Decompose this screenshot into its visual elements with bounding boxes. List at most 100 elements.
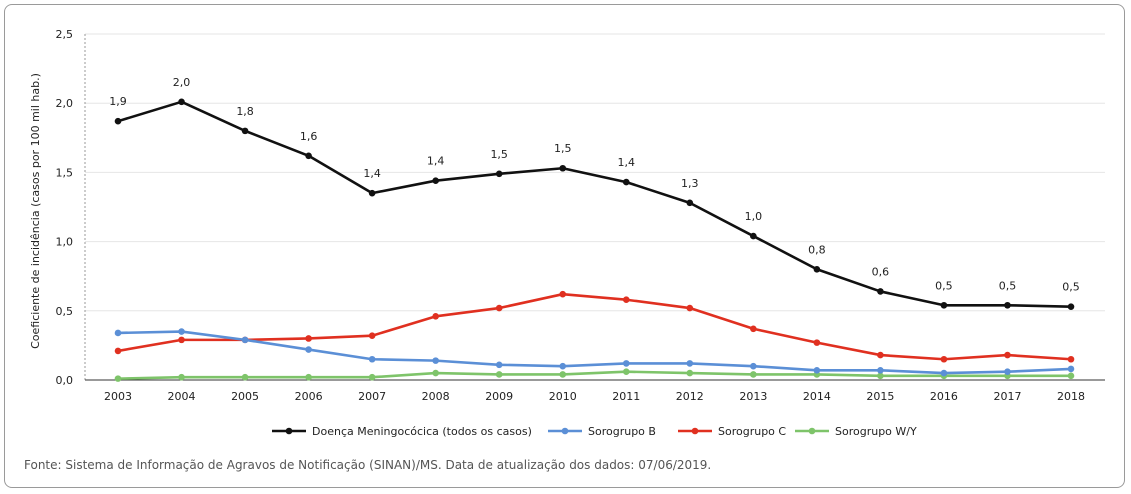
data-point: [686, 360, 694, 367]
series-line: [117, 370, 1071, 380]
data-point: [241, 127, 249, 135]
data-label: 0,5: [935, 279, 953, 292]
chart-frame: [4, 4, 1125, 488]
data-label: 0,6: [872, 265, 890, 278]
x-tick-label: 2013: [739, 390, 767, 403]
y-tick-label: 1,0: [56, 236, 74, 249]
y-tick-label: 0,0: [56, 374, 74, 387]
data-point: [368, 189, 376, 197]
y-tick-label: 2,0: [56, 97, 74, 110]
data-point: [686, 304, 694, 312]
data-point: [114, 347, 122, 355]
data-point: [877, 351, 884, 359]
data-point: [1067, 365, 1075, 373]
data-point: [813, 367, 821, 374]
x-tick-label: 2005: [231, 390, 259, 403]
data-label: 1,4: [427, 155, 445, 168]
data-point: [368, 355, 376, 363]
y-tick-label: 2,5: [56, 28, 74, 41]
x-tick-label: 2007: [358, 390, 386, 403]
data-label: 0,5: [1062, 281, 1080, 294]
data-point: [559, 164, 567, 172]
data-label: 1,9: [109, 95, 127, 108]
series-lines: [114, 98, 1075, 382]
data-label: 0,5: [999, 279, 1017, 292]
data-point: [877, 367, 884, 374]
data-point: [114, 329, 122, 337]
grid-lines: [85, 33, 1105, 312]
data-point: [432, 313, 439, 320]
legend: Doença Meningocócica (todos os casos) Sor…: [272, 425, 917, 438]
data-label: 1,0: [745, 210, 763, 223]
x-tick-label: 2009: [485, 390, 513, 403]
x-tick-label: 2010: [549, 390, 577, 403]
data-point: [178, 328, 185, 335]
data-label: 1,4: [618, 156, 636, 169]
series-line: [117, 292, 1072, 361]
data-point: [178, 98, 185, 106]
axes: [84, 34, 1105, 381]
x-tick-label: 2018: [1057, 390, 1085, 403]
y-tick-labels: 0,0 0,5 1,0 1,5 2,0 2,5: [56, 28, 74, 387]
legend-marker: [691, 427, 699, 435]
x-tick-label: 2006: [295, 390, 323, 403]
legend-marker: [808, 427, 816, 435]
x-tick-label: 2011: [612, 390, 640, 403]
data-point: [114, 375, 122, 382]
series-line: [117, 330, 1072, 375]
data-labels: 1,9 2,0 1,8 1,6 1,4 1,4 1,5 1,5 1,4 1,3 1,0 0,8 0,6 0…: [109, 76, 1080, 294]
data-point: [178, 336, 185, 344]
data-label: 1,3: [681, 177, 699, 190]
data-point: [940, 355, 948, 363]
data-point: [114, 117, 122, 125]
data-point: [432, 369, 439, 377]
legend-entry: Sorogrupo C: [718, 425, 786, 438]
data-label: 1,8: [236, 105, 254, 118]
data-point: [813, 265, 821, 273]
data-point: [495, 371, 503, 378]
data-point: [877, 288, 884, 295]
x-tick-label: 2003: [104, 390, 132, 403]
data-point: [559, 362, 567, 370]
data-point: [686, 369, 694, 377]
data-point: [368, 332, 376, 340]
data-point: [813, 339, 821, 346]
data-point: [559, 371, 567, 378]
data-point: [178, 373, 185, 381]
data-point: [368, 373, 376, 381]
data-point: [559, 290, 567, 298]
data-point: [432, 357, 439, 364]
data-point: [686, 199, 694, 207]
data-point: [305, 335, 312, 342]
data-point: [1004, 368, 1011, 375]
data-label: 1,5: [554, 142, 572, 155]
data-point: [495, 361, 503, 369]
data-point: [940, 301, 948, 309]
legend-entry: Doença Meningocócica (todos os casos): [312, 425, 532, 438]
data-point: [432, 177, 439, 185]
data-label: 2,0: [173, 76, 191, 89]
x-tick-label: 2008: [422, 390, 450, 403]
y-axis-label: Coeficiente de incidência (casos por 100…: [29, 73, 42, 349]
source-note: Fonte: Sistema de Informação de Agravos …: [24, 458, 712, 472]
data-point: [495, 170, 503, 178]
data-point: [305, 346, 312, 353]
data-point: [622, 368, 630, 375]
x-tick-label: 2012: [676, 390, 704, 403]
data-point: [1067, 303, 1075, 310]
data-point: [622, 178, 630, 186]
data-point: [622, 360, 630, 367]
data-point: [750, 232, 757, 240]
x-tick-label: 2004: [168, 390, 196, 403]
data-label: 1,4: [363, 167, 381, 180]
data-point: [750, 325, 757, 333]
data-point: [241, 336, 249, 344]
x-tick-label: 2015: [866, 390, 894, 403]
data-label: 1,5: [490, 148, 508, 161]
data-point: [750, 371, 757, 378]
legend-entry: Sorogrupo W/Y: [835, 425, 917, 438]
data-point: [305, 152, 312, 160]
data-point: [877, 372, 884, 380]
data-point: [241, 373, 249, 381]
